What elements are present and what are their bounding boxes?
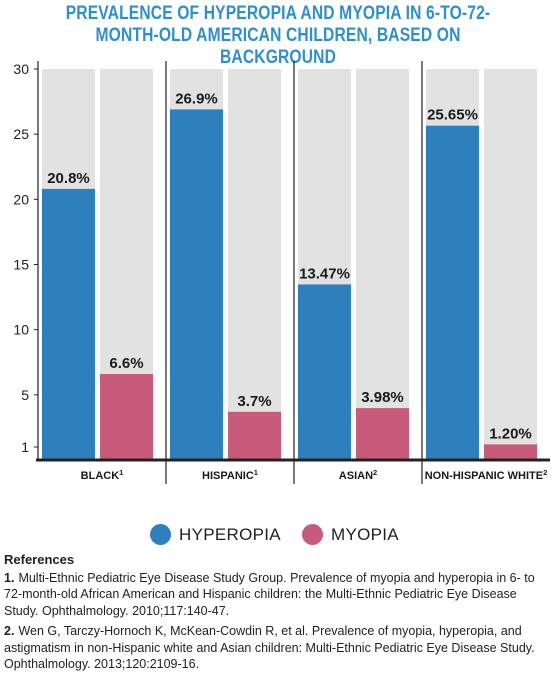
legend-item-hyperopia: HYPEROPIA xyxy=(150,524,281,545)
data-label: 3.98% xyxy=(361,389,404,406)
data-label: 25.65% xyxy=(427,107,478,124)
bar-track xyxy=(484,69,537,460)
data-label: 20.8% xyxy=(47,170,90,187)
data-label: 26.9% xyxy=(175,90,218,107)
reference-text: Multi-Ethnic Pediatric Eye Disease Study… xyxy=(4,570,535,618)
bar-hyperopia xyxy=(426,125,479,460)
bar-myopia xyxy=(484,444,537,460)
data-label: 13.47% xyxy=(299,265,350,282)
y-tick-label: 1 xyxy=(21,439,29,455)
legend-swatch-hyperopia xyxy=(150,524,171,545)
chart-title: PREVALENCE OF HYPEROPIA AND MYOPIA IN 6-… xyxy=(65,2,491,68)
references-heading: References xyxy=(4,552,75,567)
x-tick-label: HISPANIC1 xyxy=(202,468,258,482)
bar-myopia xyxy=(100,373,153,460)
data-label: 3.7% xyxy=(237,393,271,410)
bar-hyperopia xyxy=(170,109,223,461)
bar-hyperopia xyxy=(298,284,351,460)
data-label: 1.20% xyxy=(489,425,532,442)
references: References 1. Multi-Ethnic Pediatric Eye … xyxy=(4,552,552,677)
y-tick-label: 20 xyxy=(13,191,29,207)
reference-number: 2. xyxy=(4,624,15,638)
y-tick-label: 30 xyxy=(13,61,29,77)
reference-item: 2. Wen G, Tarczy-Hornoch K, McKean-Cowdin… xyxy=(4,623,552,673)
y-tick-label: 15 xyxy=(13,257,29,273)
x-tick-label: NON-HISPANIC WHITE2 xyxy=(425,468,548,482)
data-label: 6.6% xyxy=(109,355,143,372)
y-tick-label: 5 xyxy=(21,387,29,403)
legend-label-hyperopia: HYPEROPIA xyxy=(179,525,281,544)
x-tick-label: ASIAN2 xyxy=(339,468,377,482)
bar-hyperopia xyxy=(42,188,95,460)
legend-item-myopia: MYOPIA xyxy=(302,524,399,545)
legend: HYPEROPIA MYOPIA xyxy=(0,524,556,550)
y-tick-label: 10 xyxy=(13,322,29,338)
bar-track xyxy=(356,69,409,460)
y-tick-label: 25 xyxy=(13,126,29,142)
reference-text: Wen G, Tarczy-Hornoch K, McKean-Cowdin R… xyxy=(4,624,535,671)
legend-label-myopia: MYOPIA xyxy=(331,525,399,544)
bar-myopia xyxy=(356,408,409,460)
bar-myopia xyxy=(228,411,281,460)
x-tick-label: BLACK1 xyxy=(81,468,124,482)
bar-chart: 20.8% 6.6% 26.9% 3.7% 13.47% 3.98% 25.65% 1.20%… xyxy=(13,61,550,484)
reference-number: 1. xyxy=(4,570,15,585)
legend-swatch-myopia xyxy=(302,524,323,545)
reference-item: 1. Multi-Ethnic Pediatric Eye Disease Stu… xyxy=(4,570,552,620)
bar-track xyxy=(228,69,281,460)
